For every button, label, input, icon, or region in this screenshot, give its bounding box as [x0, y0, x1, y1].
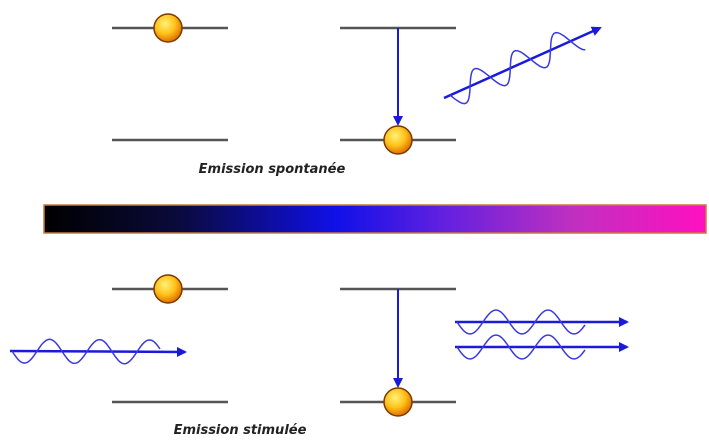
photon-wave [449, 31, 586, 105]
photon-wave [456, 334, 586, 360]
caption: Emission stimulée [174, 423, 307, 438]
caption: Emission spontanée [199, 162, 346, 177]
electron [383, 387, 413, 417]
electron [153, 274, 183, 304]
spectrum-bar [43, 204, 707, 234]
electron [153, 13, 183, 43]
photon-arrow [443, 26, 602, 100]
photon-arrow [9, 346, 187, 357]
electron [383, 125, 413, 155]
photon-wave [11, 338, 161, 365]
photon-wave [456, 309, 586, 335]
